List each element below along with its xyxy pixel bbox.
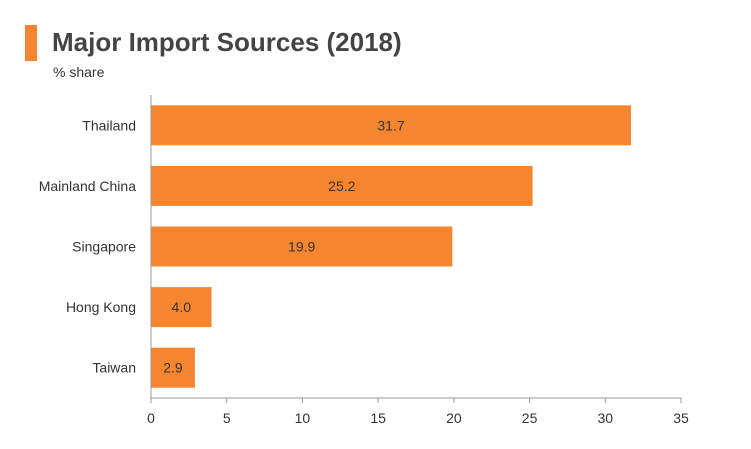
bar-value-label-2: 19.9 [288,239,315,255]
category-label-3: Hong Kong [66,299,136,315]
x-tick-label-0: 0 [147,410,155,426]
x-tick-label-7: 35 [673,410,689,426]
category-label-0: Thailand [82,117,136,133]
bar-value-label-1: 25.2 [328,178,355,194]
bar-value-label-4: 2.9 [163,360,183,376]
chart-title: Major Import Sources (2018) [52,27,402,57]
bar-4 [151,347,195,388]
bar-value-label-3: 4.0 [172,299,192,315]
title-accent-bar [25,25,37,61]
bar-1 [151,165,533,206]
chart-subtitle: % share [53,64,105,80]
x-tick-label-4: 20 [446,410,462,426]
x-tick-label-6: 30 [597,410,613,426]
category-label-2: Singapore [72,239,136,255]
bar-2 [151,226,453,267]
category-label-1: Mainland China [39,178,136,194]
x-tick-label-2: 10 [295,410,311,426]
bar-3 [151,287,212,328]
bar-0 [151,105,632,146]
bar-value-label-0: 31.7 [377,117,404,133]
x-tick-label-5: 25 [522,410,538,426]
category-label-4: Taiwan [92,360,136,376]
x-tick-label-3: 15 [370,410,386,426]
x-tick-label-1: 5 [223,410,231,426]
